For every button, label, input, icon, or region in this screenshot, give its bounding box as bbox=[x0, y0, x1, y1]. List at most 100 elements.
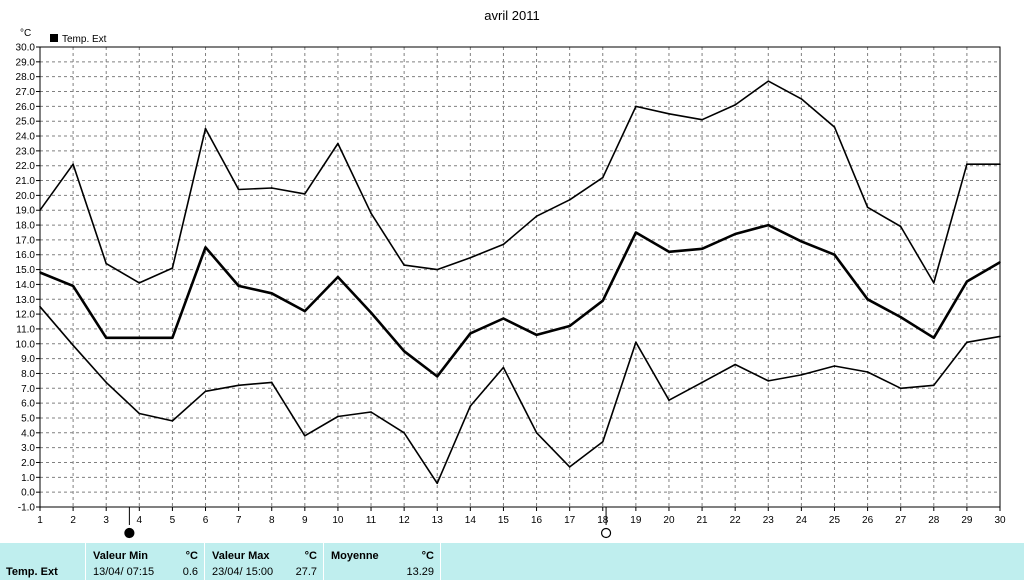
footer-avg-label: Moyenne bbox=[331, 550, 379, 562]
y-tick-label: 17.0 bbox=[16, 235, 36, 246]
stats-footer: Temp. Ext Valeur Min °C 13/04/ 07:15 0.6… bbox=[0, 543, 1024, 580]
series-2-point bbox=[966, 280, 968, 283]
y-tick-label: 12.0 bbox=[16, 310, 36, 321]
temperature-chart: avril 2011 °C Temp. Ext -1.0 0.0 1.0 2.0 3.0… bbox=[16, 8, 1006, 539]
y-tick-label: 2.0 bbox=[21, 458, 35, 469]
y-tick-label: 5.0 bbox=[21, 413, 35, 424]
y-tick-label: 18.0 bbox=[16, 221, 36, 232]
footer-max-unit: °C bbox=[304, 550, 317, 562]
footer-min-unit: °C bbox=[185, 550, 198, 562]
x-tick-label: 22 bbox=[730, 515, 742, 526]
y-tick-label: 20.0 bbox=[16, 191, 36, 202]
y-tick-label: 14.0 bbox=[16, 280, 36, 291]
series-1-point bbox=[270, 187, 273, 189]
footer-empty-cell bbox=[441, 543, 1024, 580]
footer-row-label: Temp. Ext bbox=[6, 566, 58, 578]
series-1-point bbox=[535, 215, 538, 217]
x-tick-label: 23 bbox=[763, 515, 775, 526]
y-tick-label: 26.0 bbox=[16, 102, 36, 113]
series-3-point bbox=[304, 434, 306, 437]
series-2-point bbox=[237, 285, 240, 287]
footer-row-label-cell: Temp. Ext bbox=[0, 543, 85, 580]
series-1-point bbox=[899, 225, 902, 228]
series-3-point bbox=[237, 384, 240, 387]
series-2-point bbox=[668, 250, 670, 253]
footer-max-cell: Valeur Max °C 23/04/ 15:00 27.7 bbox=[205, 543, 323, 580]
x-tick-label: 19 bbox=[630, 515, 642, 526]
y-tick-label: 27.0 bbox=[16, 87, 36, 98]
series-3-point bbox=[899, 387, 902, 390]
series-1-point bbox=[932, 282, 935, 284]
filled-circle-marker bbox=[124, 527, 135, 539]
footer-min-datetime: 13/04/ 07:15 bbox=[93, 566, 155, 578]
y-axis-unit-label: °C bbox=[20, 28, 31, 39]
y-tick-label: 9.0 bbox=[21, 354, 35, 365]
series-3-point bbox=[635, 341, 637, 344]
series-1-point bbox=[403, 264, 405, 266]
y-tick-label: 4.0 bbox=[21, 428, 35, 439]
y-tick-label: 1.0 bbox=[21, 473, 35, 484]
series-3-point bbox=[171, 420, 174, 422]
x-tick-label: 17 bbox=[564, 515, 576, 526]
y-tick-label: 16.0 bbox=[16, 250, 36, 261]
series-1-point bbox=[668, 112, 670, 115]
footer-max-datetime: 23/04/ 15:00 bbox=[212, 566, 274, 578]
series-1-point bbox=[568, 199, 571, 201]
series-2-point bbox=[403, 350, 405, 352]
y-tick-label: 23.0 bbox=[16, 146, 36, 157]
series-3-point bbox=[403, 432, 405, 434]
series-1-point bbox=[502, 243, 505, 246]
y-tick-label: 28.0 bbox=[16, 72, 36, 83]
series-2-point bbox=[767, 224, 770, 226]
series-3-point bbox=[337, 415, 339, 418]
series-line-1 bbox=[39, 80, 1000, 284]
series-1-point bbox=[204, 127, 207, 130]
series-3-point bbox=[469, 405, 472, 407]
x-tick-label: 13 bbox=[432, 515, 444, 526]
y-tick-label: 11.0 bbox=[16, 324, 35, 335]
grid bbox=[40, 47, 1000, 507]
series-3-point bbox=[833, 365, 836, 367]
legend-swatch bbox=[50, 34, 58, 42]
x-tick-label: 11 bbox=[366, 515, 377, 526]
series-3-point bbox=[601, 440, 604, 443]
series-3-point bbox=[568, 466, 571, 468]
x-tick-label: 29 bbox=[961, 515, 973, 526]
y-tick-label: 30.0 bbox=[16, 43, 36, 54]
series-2-point bbox=[701, 248, 703, 250]
series-3-point bbox=[436, 482, 439, 485]
footer-min-label: Valeur Min bbox=[93, 550, 149, 562]
plot-frame bbox=[39, 46, 1001, 508]
series-3-point bbox=[270, 381, 273, 384]
x-tick-label: 27 bbox=[895, 515, 907, 526]
series-line-2 bbox=[39, 223, 1001, 378]
y-tick-label: 13.0 bbox=[16, 295, 36, 306]
y-tick-label: 22.0 bbox=[16, 161, 36, 172]
y-tick-label: 6.0 bbox=[21, 399, 35, 410]
series-2-point bbox=[833, 253, 836, 256]
y-tick-label: 8.0 bbox=[21, 369, 35, 380]
series-2-point bbox=[72, 285, 74, 287]
x-tick-label: 21 bbox=[697, 515, 709, 526]
series-2-point bbox=[899, 316, 902, 318]
series-1-point bbox=[337, 142, 339, 145]
series-3-point bbox=[767, 380, 770, 382]
series-2-point bbox=[568, 325, 571, 327]
y-tick-label: 21.0 bbox=[16, 176, 36, 187]
x-tick-label: 6 bbox=[203, 515, 209, 526]
x-tick-label: 25 bbox=[829, 515, 841, 526]
x-tick-label: 10 bbox=[332, 515, 344, 526]
footer-avg-cell: Moyenne °C 13.29 bbox=[324, 543, 440, 580]
series-3-point bbox=[72, 344, 74, 347]
footer-avg-unit: °C bbox=[421, 550, 434, 562]
series-2-point bbox=[635, 231, 637, 234]
series-2-point bbox=[337, 276, 339, 278]
series-3-point bbox=[138, 412, 141, 415]
footer-min-cell: Valeur Min °C 13/04/ 07:15 0.6 bbox=[86, 543, 204, 580]
footer-avg-value: 13.29 bbox=[406, 566, 434, 578]
open-circle-marker bbox=[600, 527, 612, 539]
y-tick-label: 25.0 bbox=[16, 117, 36, 128]
y-tick-label: 19.0 bbox=[16, 206, 36, 217]
series-2-point bbox=[866, 298, 869, 301]
series-2-point bbox=[138, 337, 141, 339]
